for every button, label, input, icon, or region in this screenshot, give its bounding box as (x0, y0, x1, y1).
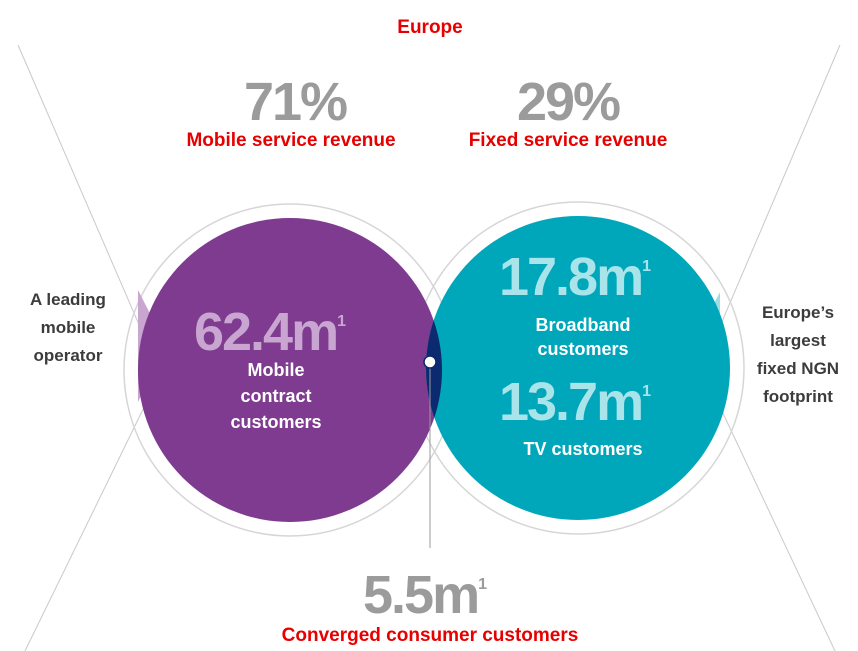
footnote: 1 (642, 258, 651, 275)
stat-label: customers (230, 412, 321, 432)
value: 62.4m (194, 302, 337, 362)
side-label: largest (770, 331, 826, 350)
value: 17.8m (499, 247, 642, 307)
stat-label: customers (537, 339, 628, 359)
stat-label: contract (240, 386, 311, 406)
stat-label: Converged consumer customers (282, 625, 579, 646)
stat-label: Mobile (248, 360, 305, 380)
value: 13.7m (499, 372, 642, 432)
pointer-dot (423, 355, 437, 369)
footnote: 1 (337, 313, 346, 330)
mobile-circle (138, 218, 442, 522)
stat-label: TV customers (523, 439, 642, 459)
side-label: footprint (763, 387, 833, 406)
footnote: 1 (642, 383, 651, 400)
stat-value: 5.5m1 (363, 565, 487, 625)
stat-value: 13.7m1 (499, 372, 651, 432)
side-label: operator (34, 346, 103, 365)
footnote: 1 (478, 576, 487, 593)
title: Europe (397, 17, 462, 38)
side-label: mobile (41, 318, 96, 337)
side-label: A leading (30, 290, 106, 309)
side-label: fixed NGN (757, 359, 839, 378)
stat-value: 29% (517, 72, 620, 132)
fixed-circle (426, 216, 730, 520)
value: 5.5m (363, 565, 478, 625)
stat-value: 17.8m1 (499, 247, 651, 307)
diagonal-lines (17, 44, 841, 651)
side-label: Europe’s (762, 303, 834, 322)
stat-value: 62.4m1 (194, 302, 346, 362)
stat-label: Broadband (535, 315, 630, 335)
stat-label: Fixed service revenue (469, 130, 668, 151)
stat-value: 71% (244, 72, 347, 132)
stat-label: Mobile service revenue (186, 130, 395, 151)
